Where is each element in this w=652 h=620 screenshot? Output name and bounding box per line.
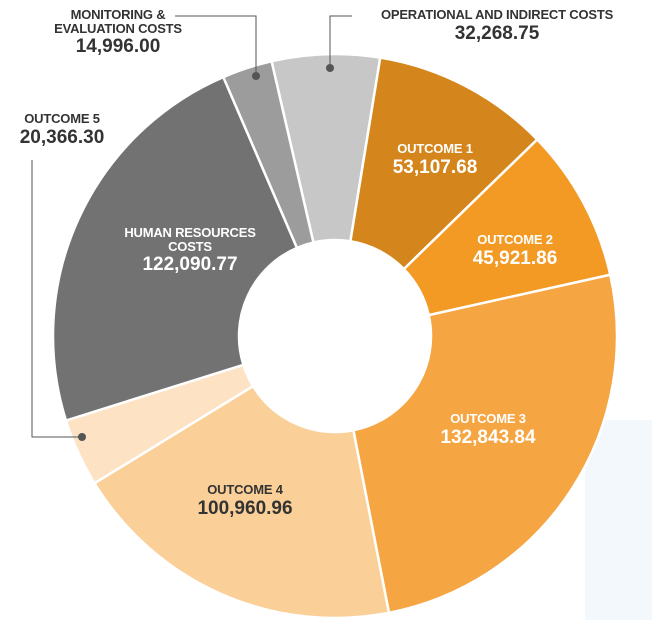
slice-label: OUTCOME 5 20,366.30 [12,112,112,148]
value-label: 20,366.30 [19,126,105,148]
category-name: OUTCOME 4 [207,482,283,497]
slice-label: OUTCOME 3 132,843.84 [423,412,553,448]
background-panel [585,420,652,620]
category-name: OUTCOME 1 [397,141,473,156]
category-name: OUTCOME 5 [24,111,100,126]
donut-slice [51,75,299,423]
leader-dot [252,72,260,80]
leader-line [175,15,257,76]
donut-slice [348,56,539,271]
value-label: 100,960.96 [197,497,293,519]
value-label: 32,268.75 [454,22,540,44]
value-label: 45,921.86 [472,247,558,269]
donut-slice [402,137,612,317]
value-label: 53,107.68 [392,156,478,178]
leader-line [31,160,82,438]
donut-slice [92,384,391,620]
category-name: HUMAN RESOURCES COSTS [124,225,256,254]
slice-label: HUMAN RESOURCES COSTS 122,090.77 [120,226,260,275]
slice-label: OUTCOME 4 100,960.96 [170,483,320,519]
value-label: 122,090.77 [142,254,238,276]
category-name: OPERATIONAL AND INDIRECT COSTS [380,7,614,22]
slice-label: OUTCOME 2 45,921.86 [455,233,575,269]
value-label: 14,996.00 [75,36,161,58]
slice-label: MONITORING & EVALUATION COSTS 14,996.00 [48,8,188,57]
leader-line [329,15,352,68]
category-name: MONITORING & EVALUATION COSTS [54,7,182,36]
leader-dot [326,64,334,72]
category-name: OUTCOME 3 [450,411,526,426]
leader-dot [78,433,86,441]
slice-label: OUTCOME 1 53,107.68 [375,142,495,178]
donut-slice [351,273,619,615]
value-label: 132,843.84 [440,426,536,448]
slice-label: OPERATIONAL AND INDIRECT COSTS 32,268.75 [347,8,647,44]
category-name: OUTCOME 2 [477,232,553,247]
donut-slice [221,59,315,250]
